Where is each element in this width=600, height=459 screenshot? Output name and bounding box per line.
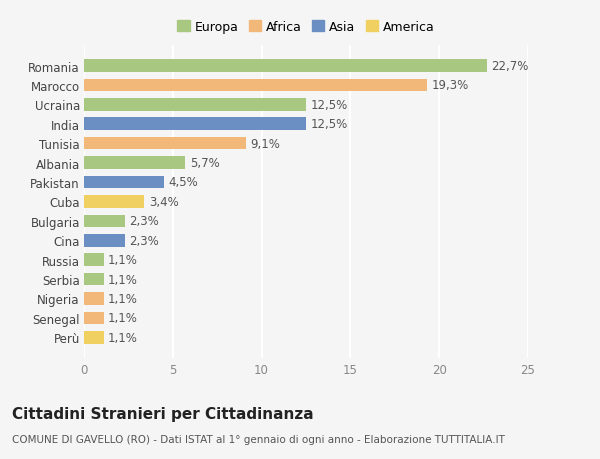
- Legend: Europa, Africa, Asia, America: Europa, Africa, Asia, America: [175, 18, 437, 37]
- Text: 1,1%: 1,1%: [108, 253, 138, 267]
- Text: 2,3%: 2,3%: [129, 234, 159, 247]
- Text: 12,5%: 12,5%: [310, 99, 347, 112]
- Bar: [84, 157, 185, 169]
- Bar: [84, 196, 145, 208]
- Text: 4,5%: 4,5%: [169, 176, 198, 189]
- Bar: [84, 331, 104, 344]
- Text: 1,1%: 1,1%: [108, 292, 138, 305]
- Text: 3,4%: 3,4%: [149, 196, 179, 208]
- Text: 1,1%: 1,1%: [108, 331, 138, 344]
- Bar: [84, 79, 427, 92]
- Text: Cittadini Stranieri per Cittadinanza: Cittadini Stranieri per Cittadinanza: [12, 406, 314, 421]
- Bar: [84, 292, 104, 305]
- Bar: [84, 273, 104, 286]
- Bar: [84, 235, 125, 247]
- Bar: [84, 60, 487, 73]
- Bar: [84, 138, 245, 150]
- Text: COMUNE DI GAVELLO (RO) - Dati ISTAT al 1° gennaio di ogni anno - Elaborazione TU: COMUNE DI GAVELLO (RO) - Dati ISTAT al 1…: [12, 434, 505, 444]
- Text: 1,1%: 1,1%: [108, 312, 138, 325]
- Text: 5,7%: 5,7%: [190, 157, 220, 170]
- Bar: [84, 254, 104, 266]
- Text: 22,7%: 22,7%: [491, 60, 529, 73]
- Text: 12,5%: 12,5%: [310, 118, 347, 131]
- Bar: [84, 215, 125, 228]
- Bar: [84, 118, 306, 131]
- Bar: [84, 99, 306, 112]
- Text: 19,3%: 19,3%: [431, 79, 469, 92]
- Text: 9,1%: 9,1%: [250, 137, 280, 151]
- Text: 1,1%: 1,1%: [108, 273, 138, 286]
- Bar: [84, 312, 104, 325]
- Bar: [84, 176, 164, 189]
- Text: 2,3%: 2,3%: [129, 215, 159, 228]
